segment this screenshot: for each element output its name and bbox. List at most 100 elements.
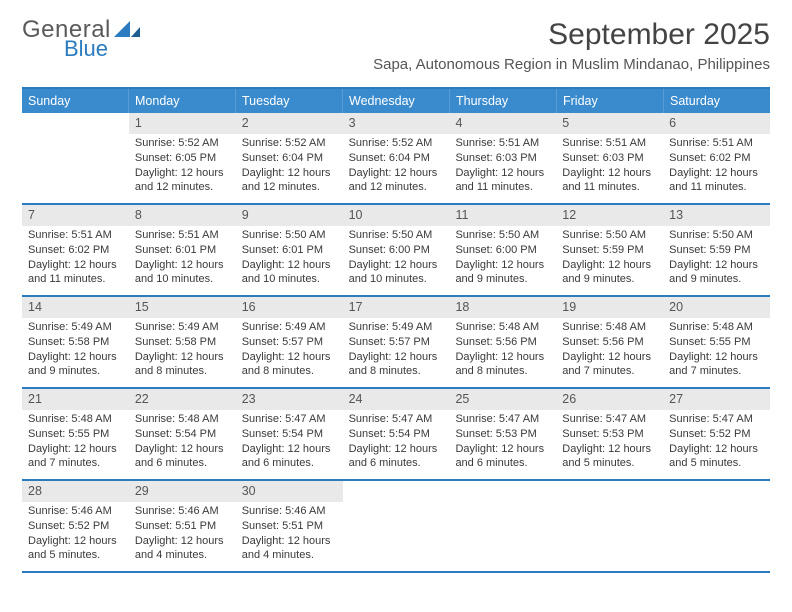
daylight-line: Daylight: 12 hours and 5 minutes. — [28, 534, 123, 564]
day-content: Sunrise: 5:51 AMSunset: 6:03 PMDaylight:… — [449, 134, 556, 201]
day-cell-8: 8Sunrise: 5:51 AMSunset: 6:01 PMDaylight… — [129, 205, 236, 295]
sunrise-line: Sunrise: 5:46 AM — [28, 504, 123, 519]
dow-saturday: Saturday — [664, 89, 770, 113]
daylight-line: Daylight: 12 hours and 8 minutes. — [242, 350, 337, 380]
week-row: 28Sunrise: 5:46 AMSunset: 5:52 PMDayligh… — [22, 481, 770, 573]
daylight-line: Daylight: 12 hours and 9 minutes. — [28, 350, 123, 380]
day-number: 12 — [556, 205, 663, 226]
daylight-line: Daylight: 12 hours and 8 minutes. — [349, 350, 444, 380]
dow-monday: Monday — [129, 89, 236, 113]
day-cell-29: 29Sunrise: 5:46 AMSunset: 5:51 PMDayligh… — [129, 481, 236, 571]
sunrise-line: Sunrise: 5:49 AM — [242, 320, 337, 335]
day-content: Sunrise: 5:52 AMSunset: 6:05 PMDaylight:… — [129, 134, 236, 201]
empty-cell — [556, 481, 663, 571]
day-content: Sunrise: 5:46 AMSunset: 5:51 PMDaylight:… — [129, 502, 236, 569]
daylight-line: Daylight: 12 hours and 4 minutes. — [135, 534, 230, 564]
sunset-line: Sunset: 6:01 PM — [135, 243, 230, 258]
day-cell-20: 20Sunrise: 5:48 AMSunset: 5:55 PMDayligh… — [663, 297, 770, 387]
sunset-line: Sunset: 6:01 PM — [242, 243, 337, 258]
sunrise-line: Sunrise: 5:50 AM — [455, 228, 550, 243]
day-content: Sunrise: 5:47 AMSunset: 5:53 PMDaylight:… — [556, 410, 663, 477]
day-number: 9 — [236, 205, 343, 226]
sunset-line: Sunset: 5:57 PM — [349, 335, 444, 350]
sunrise-line: Sunrise: 5:48 AM — [135, 412, 230, 427]
day-number: 11 — [449, 205, 556, 226]
day-cell-2: 2Sunrise: 5:52 AMSunset: 6:04 PMDaylight… — [236, 113, 343, 203]
day-number: 4 — [449, 113, 556, 134]
day-content: Sunrise: 5:48 AMSunset: 5:54 PMDaylight:… — [129, 410, 236, 477]
sunset-line: Sunset: 6:03 PM — [455, 151, 550, 166]
daylight-line: Daylight: 12 hours and 11 minutes. — [455, 166, 550, 196]
sunset-line: Sunset: 6:04 PM — [349, 151, 444, 166]
sunrise-line: Sunrise: 5:49 AM — [28, 320, 123, 335]
day-content: Sunrise: 5:51 AMSunset: 6:02 PMDaylight:… — [22, 226, 129, 293]
dow-thursday: Thursday — [450, 89, 557, 113]
empty-cell — [343, 481, 450, 571]
day-cell-25: 25Sunrise: 5:47 AMSunset: 5:53 PMDayligh… — [449, 389, 556, 479]
location-subtitle: Sapa, Autonomous Region in Muslim Mindan… — [373, 56, 770, 73]
day-cell-13: 13Sunrise: 5:50 AMSunset: 5:59 PMDayligh… — [663, 205, 770, 295]
sunrise-line: Sunrise: 5:52 AM — [135, 136, 230, 151]
sunset-line: Sunset: 6:02 PM — [28, 243, 123, 258]
sunset-line: Sunset: 6:00 PM — [349, 243, 444, 258]
empty-cell — [22, 113, 129, 203]
day-content: Sunrise: 5:52 AMSunset: 6:04 PMDaylight:… — [236, 134, 343, 201]
day-cell-17: 17Sunrise: 5:49 AMSunset: 5:57 PMDayligh… — [343, 297, 450, 387]
sunrise-line: Sunrise: 5:47 AM — [349, 412, 444, 427]
day-content: Sunrise: 5:47 AMSunset: 5:54 PMDaylight:… — [343, 410, 450, 477]
sunrise-line: Sunrise: 5:50 AM — [669, 228, 764, 243]
header: General Blue September 2025 Sapa, Autono… — [22, 18, 770, 73]
day-cell-12: 12Sunrise: 5:50 AMSunset: 5:59 PMDayligh… — [556, 205, 663, 295]
day-number: 17 — [343, 297, 450, 318]
day-content: Sunrise: 5:50 AMSunset: 6:00 PMDaylight:… — [343, 226, 450, 293]
day-number: 23 — [236, 389, 343, 410]
daylight-line: Daylight: 12 hours and 9 minutes. — [562, 258, 657, 288]
day-number: 3 — [343, 113, 450, 134]
day-number: 2 — [236, 113, 343, 134]
day-cell-18: 18Sunrise: 5:48 AMSunset: 5:56 PMDayligh… — [449, 297, 556, 387]
day-content: Sunrise: 5:50 AMSunset: 6:01 PMDaylight:… — [236, 226, 343, 293]
sunrise-line: Sunrise: 5:46 AM — [135, 504, 230, 519]
daylight-line: Daylight: 12 hours and 10 minutes. — [349, 258, 444, 288]
day-number: 30 — [236, 481, 343, 502]
day-content: Sunrise: 5:52 AMSunset: 6:04 PMDaylight:… — [343, 134, 450, 201]
daylight-line: Daylight: 12 hours and 9 minutes. — [669, 258, 764, 288]
day-content: Sunrise: 5:48 AMSunset: 5:55 PMDaylight:… — [663, 318, 770, 385]
day-number: 27 — [663, 389, 770, 410]
sunrise-line: Sunrise: 5:48 AM — [28, 412, 123, 427]
sunset-line: Sunset: 6:05 PM — [135, 151, 230, 166]
logo-text-blue: Blue — [64, 38, 140, 60]
day-number: 15 — [129, 297, 236, 318]
dow-wednesday: Wednesday — [343, 89, 450, 113]
day-cell-11: 11Sunrise: 5:50 AMSunset: 6:00 PMDayligh… — [449, 205, 556, 295]
sunset-line: Sunset: 5:57 PM — [242, 335, 337, 350]
sunset-line: Sunset: 5:59 PM — [562, 243, 657, 258]
day-content: Sunrise: 5:47 AMSunset: 5:54 PMDaylight:… — [236, 410, 343, 477]
daylight-line: Daylight: 12 hours and 7 minutes. — [562, 350, 657, 380]
page-title: September 2025 — [373, 18, 770, 52]
sunrise-line: Sunrise: 5:50 AM — [349, 228, 444, 243]
day-content: Sunrise: 5:51 AMSunset: 6:03 PMDaylight:… — [556, 134, 663, 201]
day-cell-15: 15Sunrise: 5:49 AMSunset: 5:58 PMDayligh… — [129, 297, 236, 387]
day-content: Sunrise: 5:51 AMSunset: 6:02 PMDaylight:… — [663, 134, 770, 201]
sunrise-line: Sunrise: 5:48 AM — [562, 320, 657, 335]
day-number: 5 — [556, 113, 663, 134]
dow-tuesday: Tuesday — [236, 89, 343, 113]
empty-cell — [449, 481, 556, 571]
day-content: Sunrise: 5:48 AMSunset: 5:56 PMDaylight:… — [449, 318, 556, 385]
day-cell-9: 9Sunrise: 5:50 AMSunset: 6:01 PMDaylight… — [236, 205, 343, 295]
title-block: September 2025 Sapa, Autonomous Region i… — [373, 18, 770, 73]
sunrise-line: Sunrise: 5:52 AM — [349, 136, 444, 151]
day-cell-16: 16Sunrise: 5:49 AMSunset: 5:57 PMDayligh… — [236, 297, 343, 387]
day-content: Sunrise: 5:48 AMSunset: 5:56 PMDaylight:… — [556, 318, 663, 385]
day-content: Sunrise: 5:49 AMSunset: 5:57 PMDaylight:… — [343, 318, 450, 385]
day-number: 22 — [129, 389, 236, 410]
daylight-line: Daylight: 12 hours and 11 minutes. — [562, 166, 657, 196]
day-cell-27: 27Sunrise: 5:47 AMSunset: 5:52 PMDayligh… — [663, 389, 770, 479]
day-number: 25 — [449, 389, 556, 410]
day-cell-7: 7Sunrise: 5:51 AMSunset: 6:02 PMDaylight… — [22, 205, 129, 295]
sunset-line: Sunset: 5:55 PM — [669, 335, 764, 350]
sunset-line: Sunset: 6:02 PM — [669, 151, 764, 166]
day-cell-19: 19Sunrise: 5:48 AMSunset: 5:56 PMDayligh… — [556, 297, 663, 387]
daylight-line: Daylight: 12 hours and 12 minutes. — [135, 166, 230, 196]
